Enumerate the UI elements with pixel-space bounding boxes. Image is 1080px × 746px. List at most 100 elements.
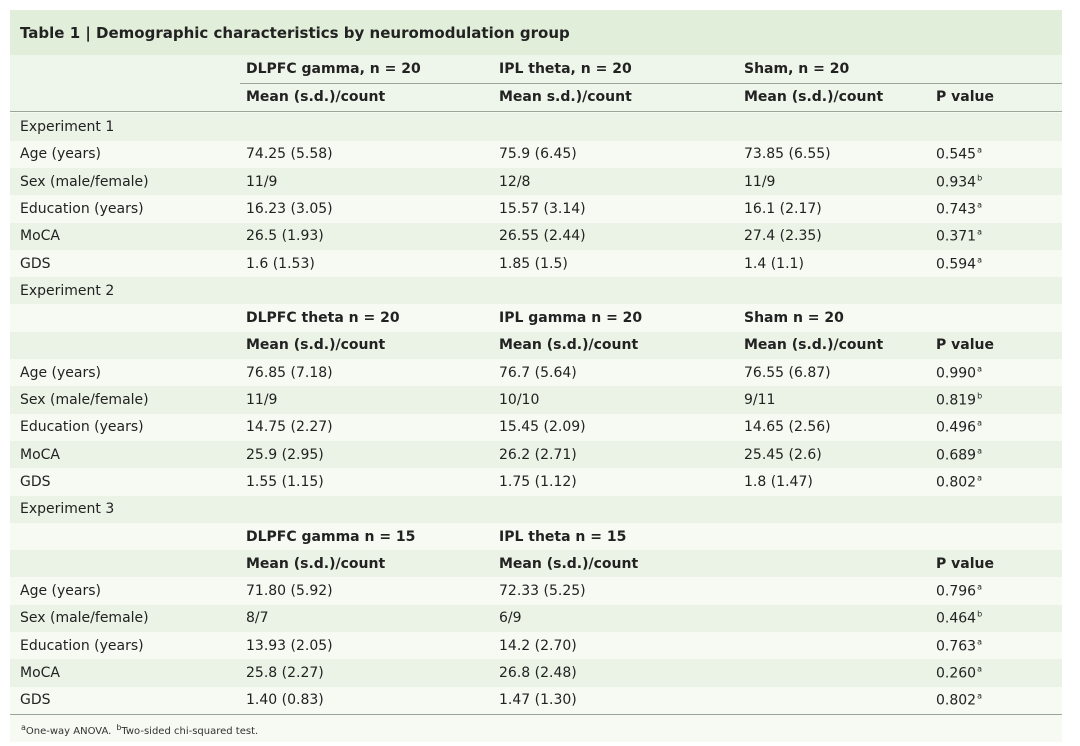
table-cell: Mean (s.d.)/count: [744, 337, 884, 354]
footnote: bTwo-sided chi-squared test.: [115, 723, 259, 738]
footnote-mark: a: [977, 364, 982, 374]
footnote-mark: b: [977, 610, 983, 620]
row-shade: [10, 440, 1062, 469]
table-cell: 73.85 (6.55): [744, 146, 831, 163]
rule: [240, 83, 1062, 84]
p-value: 0.689a: [936, 446, 982, 463]
row-label: MoCA: [20, 446, 60, 463]
row-shade: [10, 331, 1062, 360]
table-cell: 25.9 (2.95): [246, 446, 324, 463]
footnote-mark: b: [116, 723, 122, 732]
table-cell: 14.65 (2.56): [744, 419, 831, 436]
footnote: aOne-way ANOVA.: [20, 723, 112, 738]
table-cell: 1.85 (1.5): [499, 255, 568, 272]
table-cell: Mean (s.d.)/count: [499, 555, 639, 572]
p-value-text: 0.464: [936, 610, 977, 627]
table-cell: Mean (s.d.)/count: [246, 89, 386, 105]
table-cell: IPL theta n = 15: [499, 528, 627, 545]
p-value-text: 0.545: [936, 146, 977, 163]
table-cell: DLPFC gamma n = 15: [246, 528, 416, 545]
p-value: 0.802a: [936, 692, 982, 709]
footnote-mark: a: [977, 637, 982, 647]
footnote-text: One-way ANOVA.: [25, 726, 112, 738]
footnote-mark: a: [977, 691, 982, 701]
table-title: Table 1 | Demographic characteristics by…: [20, 24, 570, 42]
table-cell: 11/9: [246, 392, 278, 408]
rule: [10, 714, 1062, 715]
p-value: 0.819b: [936, 392, 982, 409]
table-cell: P value: [936, 89, 994, 105]
p-value: 0.796a: [936, 583, 982, 600]
table-cell: 26.2 (2.71): [499, 446, 577, 463]
p-value-text: 0.819: [936, 392, 977, 409]
footnote-mark: a: [977, 200, 982, 210]
row-shade: [10, 167, 1062, 196]
row-label: Sex (male/female): [20, 173, 149, 190]
row-shade: [10, 550, 1062, 578]
row-label: Age (years): [20, 146, 101, 163]
table-cell: DLPFC gamma, n = 20: [246, 61, 421, 77]
rule: [10, 111, 1062, 112]
table-cell: 75.9 (6.45): [499, 146, 577, 163]
table-cell: 74.25 (5.58): [246, 146, 333, 163]
p-value-text: 0.496: [936, 419, 977, 436]
table-cell: Mean (s.d.)/count: [744, 89, 884, 105]
table-cell: 15.57 (3.14): [499, 200, 586, 217]
row-label: Age (years): [20, 364, 101, 381]
p-value: 0.743a: [936, 201, 982, 218]
table-cell: 14.75 (2.27): [246, 419, 333, 436]
table-cell: 76.85 (7.18): [246, 364, 333, 381]
footnote-text: Two-sided chi-squared test.: [121, 726, 259, 738]
footnote-mark: a: [977, 145, 982, 155]
footnote-mark: a: [977, 473, 982, 483]
footnote-mark: b: [977, 391, 983, 401]
table-cell: Mean s.d.)/count: [499, 89, 632, 105]
row-label: MoCA: [20, 665, 60, 681]
row-shade: [10, 222, 1062, 250]
table: Table 1 | Demographic characteristics by…: [10, 10, 1062, 742]
table-cell: 1.55 (1.15): [246, 473, 324, 490]
table-cell: 1.4 (1.1): [744, 255, 804, 272]
table-cell: P value: [936, 337, 994, 354]
p-value-text: 0.934: [936, 173, 977, 190]
footnote-mark: a: [977, 664, 982, 674]
p-value: 0.464b: [936, 610, 982, 627]
table-cell: 9/11: [744, 392, 776, 408]
table-cell: 6/9: [499, 610, 522, 627]
table-cell: 71.80 (5.92): [246, 583, 333, 600]
table-cell: Sham n = 20: [744, 310, 844, 327]
table-cell: Mean (s.d.)/count: [499, 337, 639, 354]
footnotes: aOne-way ANOVA. bTwo-sided chi-squared te…: [20, 723, 258, 737]
row-label: Experiment 2: [20, 282, 115, 299]
table-cell: 1.75 (1.12): [499, 473, 577, 490]
table-cell: 13.93 (2.05): [246, 637, 333, 654]
p-value: 0.934b: [936, 173, 982, 190]
table-cell: 11/9: [744, 173, 776, 190]
footnote-mark: b: [977, 173, 983, 183]
table-cell: 1.6 (1.53): [246, 255, 315, 272]
table-cell: 10/10: [499, 392, 540, 408]
p-value-text: 0.763: [936, 638, 977, 655]
p-value-text: 0.743: [936, 201, 977, 218]
table-cell: 1.40 (0.83): [246, 692, 324, 709]
table-cell: Sham, n = 20: [744, 61, 850, 77]
row-label: Experiment 3: [20, 501, 115, 518]
row-label: GDS: [20, 692, 51, 709]
footnote-mark: a: [977, 582, 982, 592]
p-value: 0.496a: [936, 419, 982, 436]
p-value: 0.802a: [936, 474, 982, 491]
p-value-text: 0.371: [936, 228, 977, 245]
row-shade: [10, 659, 1062, 687]
table-cell: DLPFC theta n = 20: [246, 310, 400, 327]
table-cell: P value: [936, 555, 994, 572]
table-cell: 76.7 (5.64): [499, 364, 577, 381]
p-value-text: 0.802: [936, 692, 977, 709]
table-cell: IPL theta, n = 20: [499, 61, 632, 77]
footnote-mark: a: [977, 418, 982, 428]
p-value: 0.545a: [936, 146, 982, 163]
p-value: 0.594a: [936, 255, 982, 272]
table-cell: Mean (s.d.)/count: [246, 337, 386, 354]
table-cell: 16.1 (2.17): [744, 200, 822, 217]
p-value: 0.763a: [936, 637, 982, 654]
row-label: Experiment 1: [20, 119, 115, 135]
